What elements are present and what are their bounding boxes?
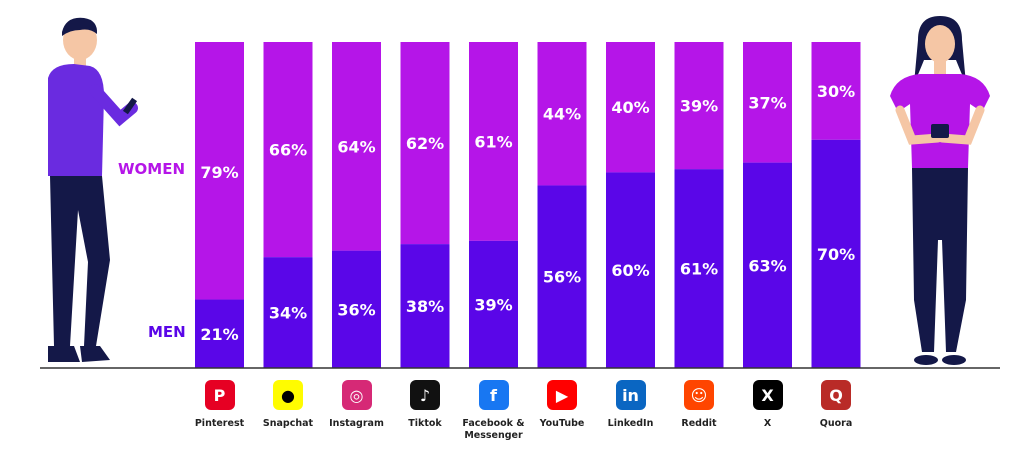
value-label-women-7: 39% — [680, 97, 718, 116]
bar-men-8 — [743, 162, 792, 368]
woman-figure — [890, 16, 990, 365]
platform-label-5: YouTube — [539, 418, 585, 429]
value-label-women-8: 37% — [748, 93, 786, 112]
bar-men-9 — [811, 139, 861, 368]
value-label-women-1: 66% — [269, 141, 307, 160]
legend-women-label: WOMEN — [118, 160, 186, 178]
bar-men-6 — [606, 172, 655, 368]
platform-label-2: Instagram — [329, 418, 384, 429]
value-label-women-6: 40% — [611, 98, 649, 117]
value-label-men-6: 60% — [611, 261, 649, 280]
quora-icon: Q — [821, 380, 851, 410]
value-label-men-5: 56% — [543, 268, 581, 287]
value-label-men-2: 36% — [337, 300, 375, 319]
value-label-men-0: 21% — [200, 325, 238, 344]
value-label-men-8: 63% — [748, 256, 786, 275]
facebook-icon: f — [478, 380, 509, 410]
platform-label-8: X — [763, 418, 772, 429]
bar-men-5 — [537, 185, 587, 368]
bar-women-8 — [743, 42, 792, 163]
linkedin-icon: in — [615, 380, 646, 410]
value-label-men-1: 34% — [269, 304, 307, 323]
snapchat-icon: ● — [273, 380, 303, 410]
tiktok-icon: ♪ — [410, 380, 440, 410]
bar-women-3 — [400, 42, 450, 245]
value-label-men-7: 61% — [680, 260, 718, 279]
bar-women-1 — [263, 42, 313, 258]
bar-women-9 — [811, 42, 861, 140]
youtube-icon: ▶ — [547, 380, 577, 410]
bar-men-3 — [400, 244, 450, 368]
platform-label-3: Tiktok — [408, 418, 442, 429]
platform-label-9: Quora — [819, 418, 853, 429]
bar-women-7 — [674, 42, 724, 170]
pinterest-icon: P — [204, 380, 235, 410]
x-icon: X — [752, 380, 783, 410]
value-label-women-0: 79% — [200, 163, 238, 182]
bar-women-6 — [606, 42, 655, 173]
bar-men-1 — [263, 257, 313, 368]
platform-label-6: LinkedIn — [607, 418, 654, 429]
bar-men-2 — [332, 250, 381, 368]
platform-label-7: Reddit — [681, 418, 717, 429]
bar-women-0 — [195, 42, 244, 300]
value-label-men-9: 70% — [817, 245, 855, 264]
reddit-icon: ☺ — [684, 380, 714, 410]
bar-women-5 — [537, 42, 587, 186]
value-label-women-2: 64% — [337, 137, 375, 156]
value-label-men-3: 38% — [406, 297, 444, 316]
bar-men-4 — [469, 240, 518, 368]
value-label-men-4: 39% — [474, 295, 512, 314]
bar-women-2 — [332, 42, 381, 251]
legend-men-label: MEN — [148, 323, 186, 341]
platform-label-0: Pinterest — [194, 418, 245, 429]
man-figure — [48, 17, 138, 362]
platform-label-1: Snapchat — [262, 418, 314, 429]
value-label-women-5: 44% — [543, 105, 581, 124]
value-label-women-9: 30% — [817, 82, 855, 101]
bar-women-4 — [469, 42, 518, 241]
bar-men-7 — [674, 169, 724, 368]
value-label-women-4: 61% — [474, 132, 512, 151]
value-label-women-3: 62% — [406, 134, 444, 153]
platform-label-4: Facebook & Messenger — [462, 418, 525, 441]
instagram-icon: ◎ — [341, 380, 372, 410]
bar-men-0 — [195, 299, 244, 368]
